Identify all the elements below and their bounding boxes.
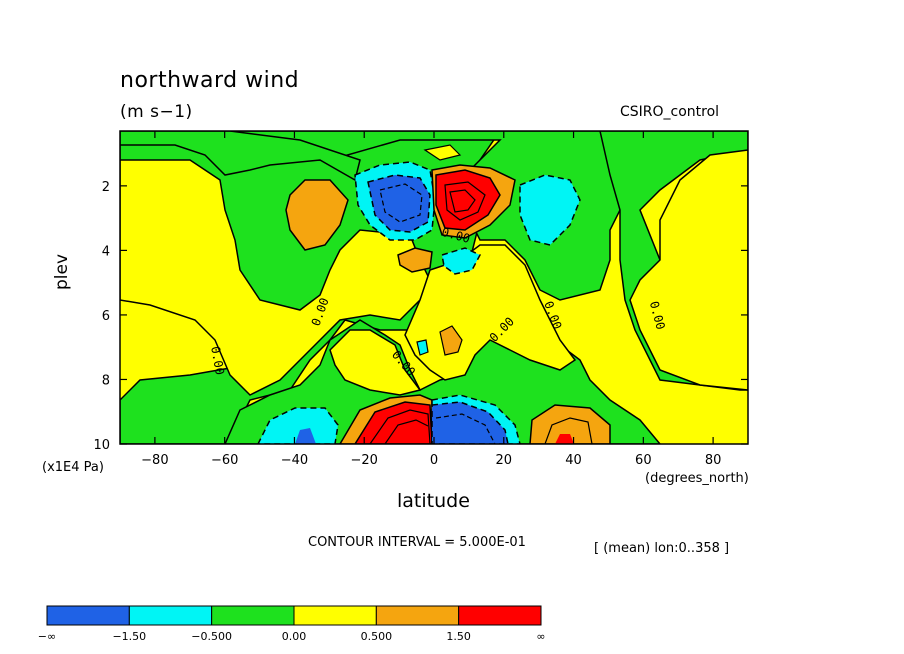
x-tick-label: 80: [705, 453, 722, 468]
colorbar: −∞ −1.50 −0.500 0.00 0.500 1.50 ∞: [38, 605, 546, 643]
colorbar-label: −∞: [38, 630, 56, 643]
chart-title: northward wind: [120, 68, 300, 93]
y-tick-label: 4: [102, 244, 110, 259]
colorbar-label: −0.500: [191, 630, 232, 643]
colorbar-label: ∞: [536, 630, 545, 643]
y-tick-label: 2: [102, 180, 110, 195]
yellow-island-right: [629, 149, 748, 391]
pos-blob-mid: [397, 247, 433, 273]
x-tick-label: −80: [141, 453, 168, 468]
colorbar-label: −1.50: [112, 630, 146, 643]
contour-interval-label: CONTOUR INTERVAL = 5.000E-01: [308, 535, 526, 550]
colorbar-swatch: [46, 605, 130, 626]
y-axis-label: plev: [52, 253, 72, 290]
neg-blob-mid: [441, 247, 482, 275]
x-axis-label: latitude: [397, 490, 470, 512]
x-tick-label: −20: [351, 453, 378, 468]
pos-blob-center: [439, 325, 463, 356]
x-axis-unit: (degrees_north): [645, 471, 749, 486]
plot-area: [120, 131, 748, 444]
colorbar-label: 0.00: [282, 630, 307, 643]
neg-blob-right: [519, 174, 581, 246]
y-axis-unit: (x1E4 Pa): [42, 460, 104, 475]
neg-region-lower-left: [257, 407, 339, 444]
pos-blob-left: [285, 179, 349, 251]
colorbar-swatch: [211, 605, 295, 626]
colorbar-swatch: [458, 605, 542, 626]
pos-core-lower-right: [555, 434, 574, 444]
x-tick-label: −40: [281, 453, 308, 468]
x-tick-label: −60: [211, 453, 238, 468]
neg-core-lower: [431, 401, 509, 444]
axis-ticks: −80 −60 −40 −20 0 20 40 60 80 2 4 6 8 10: [93, 131, 748, 468]
contour-label: 0.00: [208, 345, 227, 376]
y-tick-label: 10: [93, 438, 110, 453]
neg-core-lower-left: [295, 428, 316, 444]
colorbar-label: 1.50: [446, 630, 471, 643]
x-tick-label: 40: [565, 453, 582, 468]
pos-core-lower: [354, 401, 433, 444]
x-tick-label: 0: [430, 453, 438, 468]
x-tick-label: 20: [496, 453, 513, 468]
y-tick-label: 8: [102, 373, 110, 388]
neg-blob-center: [416, 339, 429, 356]
colorbar-swatch: [128, 605, 213, 626]
pos-core-upper: [435, 169, 501, 231]
colorbar-label: 0.500: [361, 630, 393, 643]
mean-label: [ (mean) lon:0..358 ]: [594, 541, 730, 556]
green-region-left-top: [120, 131, 361, 182]
y-tick-label: 6: [102, 309, 110, 324]
colorbar-swatch: [293, 605, 377, 626]
yellow-island-lower-center: [329, 329, 422, 396]
model-label: CSIRO_control: [620, 104, 720, 120]
colorbar-swatch: [375, 605, 460, 626]
x-tick-label: 60: [635, 453, 652, 468]
chart-units: (m s−1): [120, 102, 193, 122]
